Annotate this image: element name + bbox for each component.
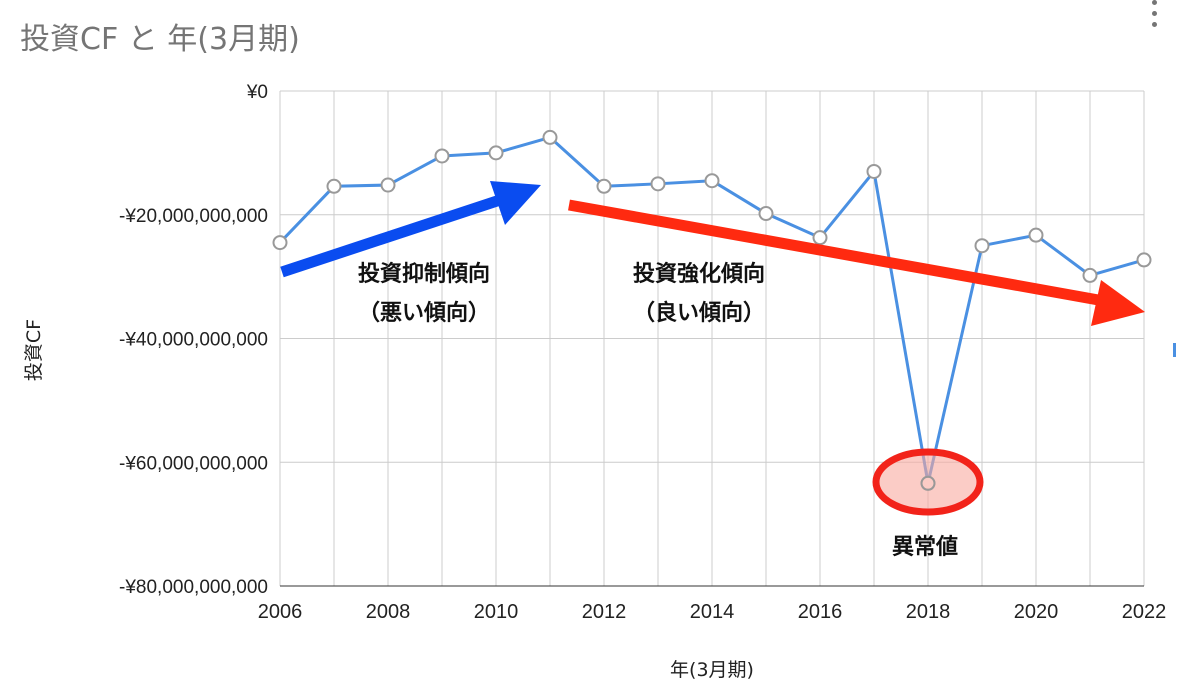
data-point[interactable] <box>758 206 774 222</box>
grid <box>279 90 1145 587</box>
red-arrow-sublabel: （良い傾向） <box>633 300 765 326</box>
blue-arrow-label: 投資抑制傾向 <box>358 261 490 287</box>
data-point[interactable] <box>1028 227 1044 243</box>
data-point[interactable] <box>488 145 504 161</box>
data-point[interactable] <box>650 176 666 192</box>
x-tick-label: 2014 <box>690 601 735 623</box>
x-tick-label: 2010 <box>474 601 519 623</box>
x-tick-label: 2020 <box>1014 601 1059 623</box>
data-point[interactable] <box>542 129 558 145</box>
x-tick-label: 2022 <box>1122 601 1167 623</box>
y-tick-label: -¥80,000,000,000 <box>119 577 268 598</box>
data-point[interactable] <box>380 177 396 193</box>
x-tick-label: 2018 <box>906 601 951 623</box>
data-point[interactable] <box>812 230 828 246</box>
y-tick-label: ¥0 <box>246 82 268 103</box>
y-tick-label: -¥40,000,000,000 <box>119 330 268 351</box>
blue-arrow-shaft <box>280 194 502 278</box>
edge-marker <box>1173 343 1176 357</box>
chart-title: 投資CF と 年(3月期) <box>20 22 300 57</box>
blue-arrow-sublabel: （悪い傾向） <box>358 300 490 326</box>
red-arrow-label: 投資強化傾向 <box>633 261 765 287</box>
x-tick-label: 2006 <box>258 601 303 623</box>
x-axis-ticks: 2006 2008 2010 2012 2014 2016 2018 2020 2022 <box>258 601 1167 623</box>
outlier-highlight-circle <box>872 448 984 516</box>
series-layer <box>272 129 1152 491</box>
x-axis-label: 年(3月期) <box>670 659 754 681</box>
data-point[interactable] <box>974 238 990 254</box>
y-axis-ticks: ¥0 -¥20,000,000,000 -¥40,000,000,000 -¥60,0… <box>119 82 268 598</box>
outlier-data-point <box>920 475 936 491</box>
data-point[interactable] <box>326 178 342 194</box>
red-arrow-head <box>1091 280 1145 326</box>
data-point[interactable] <box>1082 267 1098 283</box>
y-tick-label: -¥60,000,000,000 <box>119 453 268 474</box>
y-axis-label: 投資CF <box>23 319 45 381</box>
blue-arrow-head <box>490 181 541 225</box>
more-options-icon[interactable] <box>1148 0 1160 30</box>
outlier-label: 異常値 <box>892 534 958 560</box>
data-point[interactable] <box>1136 252 1152 268</box>
data-point[interactable] <box>596 178 612 194</box>
y-tick-label: -¥20,000,000,000 <box>119 206 268 227</box>
x-tick-label: 2016 <box>798 601 843 623</box>
data-point[interactable] <box>272 235 288 251</box>
annotation-layer: 投資抑制傾向 （悪い傾向） 投資強化傾向 （良い傾向） 異常値 <box>280 181 1176 560</box>
x-tick-label: 2012 <box>582 601 627 623</box>
x-tick-label: 2008 <box>366 601 411 623</box>
red-arrow-shaft <box>568 199 1105 307</box>
data-point[interactable] <box>704 173 720 189</box>
data-point[interactable] <box>434 148 450 164</box>
data-point[interactable] <box>866 163 882 179</box>
